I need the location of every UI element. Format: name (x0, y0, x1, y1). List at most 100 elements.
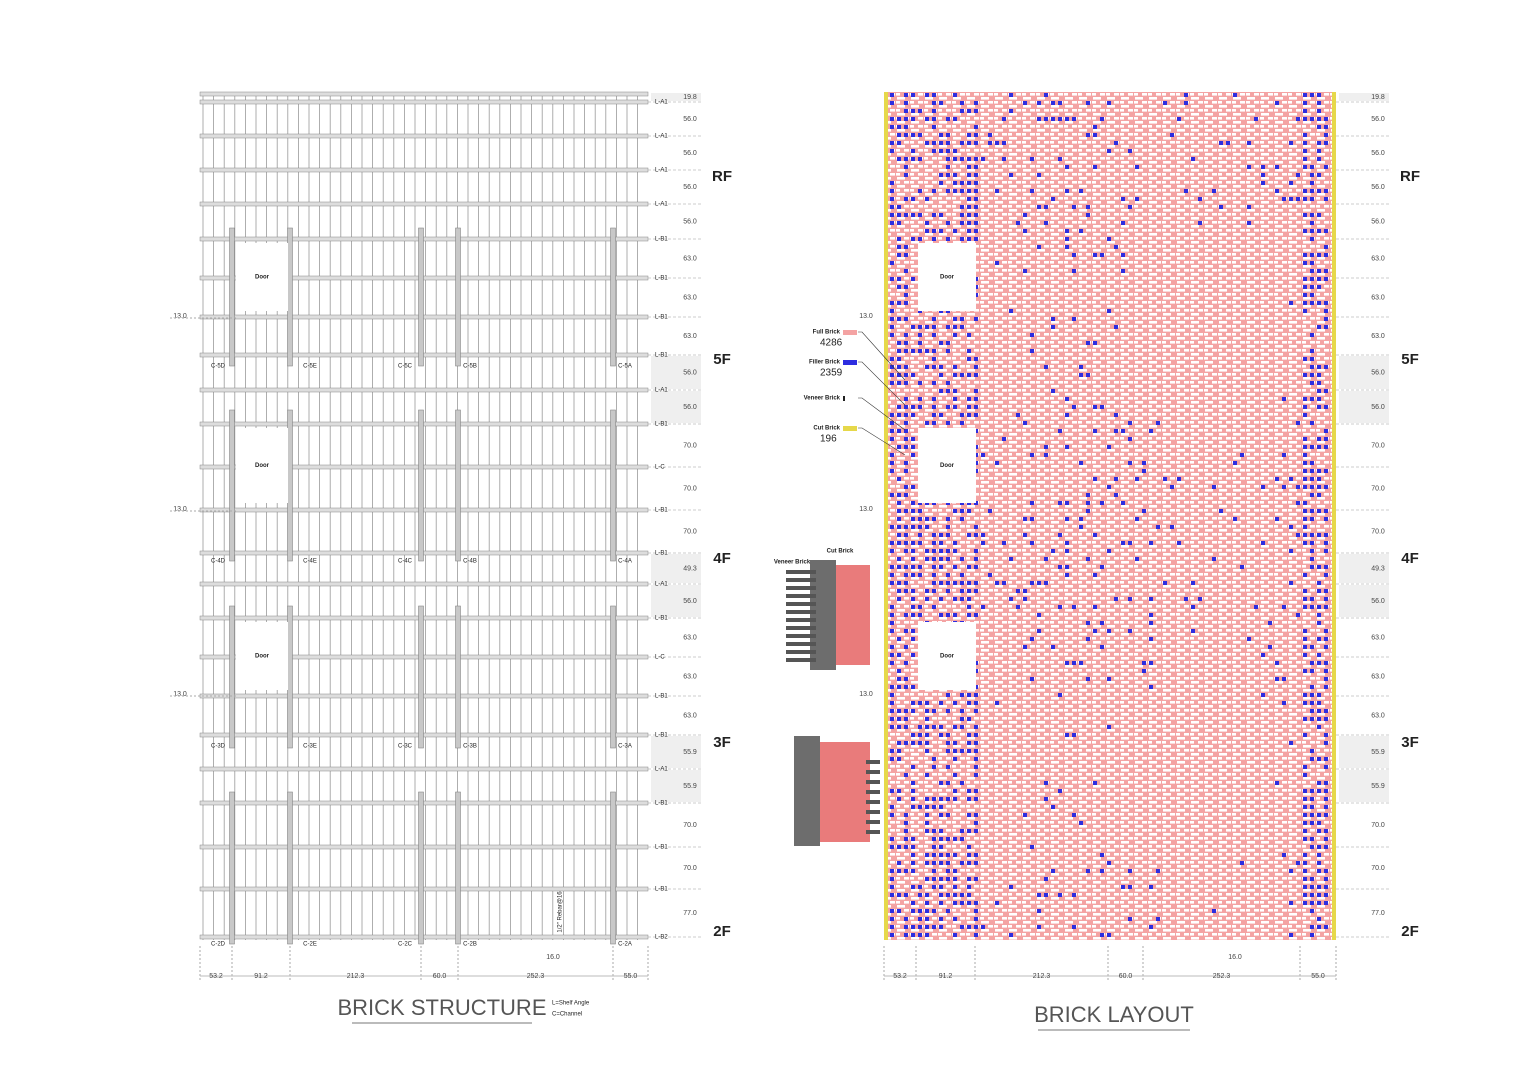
filler-brick (932, 213, 936, 217)
filler-brick (946, 349, 950, 353)
filler-brick (897, 669, 901, 673)
filler-brick (1037, 173, 1041, 177)
filler-brick (911, 325, 915, 329)
floor-label: 3F (713, 734, 731, 751)
dim-shade (1339, 770, 1389, 802)
filler-brick (1324, 885, 1328, 889)
filler-brick (925, 365, 929, 369)
filler-brick (1002, 157, 1006, 161)
veneer-fin (786, 570, 816, 574)
height-dim: 70.0 (1371, 528, 1385, 535)
filler-brick (946, 581, 950, 585)
filler-brick (946, 389, 950, 393)
filler-brick (1149, 613, 1153, 617)
filler-brick (1037, 613, 1041, 617)
filler-brick (925, 197, 929, 201)
height-dim: 49.3 (683, 565, 697, 572)
filler-brick (974, 709, 978, 713)
filler-brick (932, 237, 936, 241)
filler-brick (1317, 301, 1321, 305)
filler-brick (1310, 461, 1314, 465)
height-dim: 56.0 (1371, 116, 1385, 123)
filler-brick (974, 549, 978, 553)
filler-brick (1310, 701, 1314, 705)
channel-label: C-5A (618, 364, 632, 370)
filler-brick (1114, 477, 1118, 481)
filler-brick (1303, 885, 1307, 889)
filler-brick (1191, 605, 1195, 609)
filler-brick (967, 853, 971, 857)
filler-brick (946, 853, 950, 857)
filler-brick (1163, 101, 1167, 105)
filler-brick (967, 581, 971, 585)
filler-brick (918, 613, 922, 617)
shelf-angle (199, 615, 649, 621)
filler-brick (1317, 437, 1321, 441)
height-dim: 56.0 (683, 598, 697, 605)
filler-brick (890, 813, 894, 817)
filler-brick (1149, 429, 1153, 433)
filler-brick (1247, 221, 1251, 225)
filler-brick (939, 701, 943, 705)
filler-brick (1324, 661, 1328, 665)
leader (858, 427, 906, 456)
filler-brick (1317, 477, 1321, 481)
filler-brick (897, 789, 901, 793)
shelf-angle (199, 201, 649, 207)
filler-brick (967, 333, 971, 337)
filler-brick (890, 277, 894, 281)
filler-brick (1324, 709, 1328, 713)
filler-brick (904, 317, 908, 321)
legend-swatch (843, 426, 857, 431)
filler-brick (1324, 197, 1328, 201)
filler-brick (1107, 445, 1111, 449)
filler-brick (1121, 197, 1125, 201)
filler-brick (974, 181, 978, 185)
filler-brick (1317, 253, 1321, 257)
filler-brick (995, 461, 999, 465)
filler-brick (967, 741, 971, 745)
filler-brick (1156, 525, 1160, 529)
filler-brick (897, 381, 901, 385)
filler-brick (1310, 845, 1314, 849)
filler-brick (1198, 221, 1202, 225)
filler-brick (1114, 325, 1118, 329)
height-dim: 63.0 (683, 712, 697, 719)
filler-brick (988, 133, 992, 137)
filler-brick (974, 613, 978, 617)
height-dim: 63.0 (1371, 255, 1385, 262)
filler-brick (1156, 869, 1160, 873)
filler-brick (1303, 693, 1307, 697)
filler-brick (1086, 101, 1090, 105)
filler-brick (967, 605, 971, 609)
filler-brick (960, 181, 964, 185)
filler-brick (1324, 717, 1328, 721)
filler-brick (911, 909, 915, 913)
filler-brick (1303, 461, 1307, 465)
filler-brick (974, 189, 978, 193)
filler-brick (1128, 437, 1132, 441)
brick-field (884, 92, 1336, 940)
filler-brick (918, 517, 922, 521)
filler-brick (932, 573, 936, 577)
filler-brick (981, 541, 985, 545)
filler-brick (1030, 157, 1034, 161)
filler-brick (1303, 445, 1307, 449)
filler-brick (967, 109, 971, 113)
filler-brick (904, 381, 908, 385)
filler-brick (1247, 637, 1251, 641)
filler-brick (890, 453, 894, 457)
filler-brick (974, 317, 978, 321)
filler-brick (967, 181, 971, 185)
filler-brick (1065, 165, 1069, 169)
filler-brick (918, 909, 922, 913)
filler-brick (939, 413, 943, 417)
filler-brick (1009, 597, 1013, 601)
filler-brick (925, 893, 929, 897)
filler-brick (1303, 293, 1307, 297)
filler-brick (890, 101, 894, 105)
filler-brick (904, 437, 908, 441)
filler-brick (897, 157, 901, 161)
filler-brick (953, 885, 957, 889)
filler-brick (890, 437, 894, 441)
